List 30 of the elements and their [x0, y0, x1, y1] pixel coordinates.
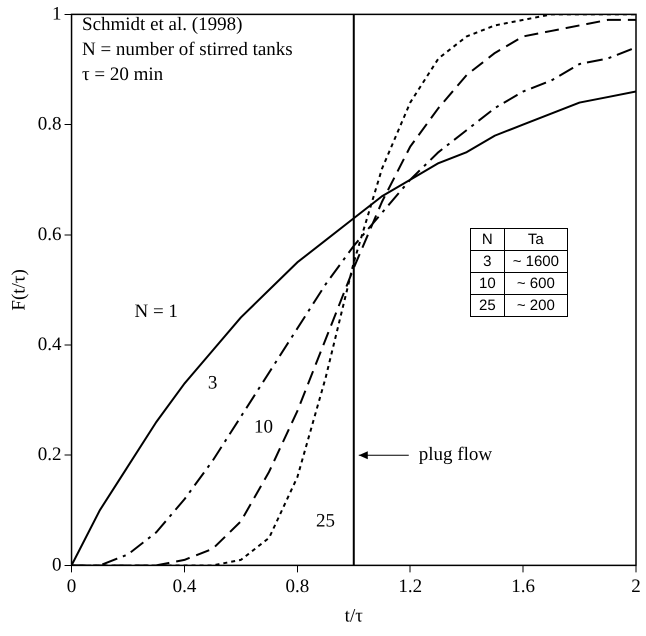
y-tick-label: 0.2 — [38, 444, 62, 466]
annotation: τ = 20 min — [82, 63, 164, 87]
annotation: N = number of stirred tanks — [82, 38, 293, 62]
x-tick-label: 0 — [66, 576, 76, 597]
y-tick-label: 0.4 — [38, 334, 62, 355]
annotation: ~ 600 — [504, 272, 568, 294]
y-tick-label: 1 — [52, 3, 62, 24]
annotation: ~ 1600 — [504, 250, 568, 272]
legend-label: 25 — [470, 294, 504, 316]
legend-label: 3 — [470, 250, 504, 272]
annotation: 10 — [254, 416, 273, 438]
y-tick-label: 0 — [52, 554, 62, 576]
annotation: N — [470, 228, 504, 250]
x-axis-title: t/τ — [344, 606, 364, 627]
x-tick-label: 0.4 — [172, 576, 197, 597]
annotation: 25 — [316, 510, 336, 532]
annotation: Ta — [504, 228, 568, 250]
annotation: Schmidt et al. (1998) — [82, 13, 244, 37]
y-tick-label: 0.8 — [38, 114, 62, 135]
annotation: 3 — [208, 372, 218, 394]
annotation: ~ 200 — [504, 294, 568, 316]
legend-label: 10 — [470, 272, 504, 294]
y-axis-title: F(t/τ) — [8, 269, 30, 311]
x-tick-label: 1.6 — [511, 576, 535, 597]
y-tick-label: 0.6 — [38, 224, 62, 245]
x-tick-label: 0.8 — [285, 576, 310, 597]
ref-line-label: plug flow — [418, 444, 492, 466]
text: N = 1 — [134, 300, 178, 322]
x-tick-label: 2 — [631, 576, 641, 597]
x-tick-label: 1.2 — [398, 576, 422, 597]
